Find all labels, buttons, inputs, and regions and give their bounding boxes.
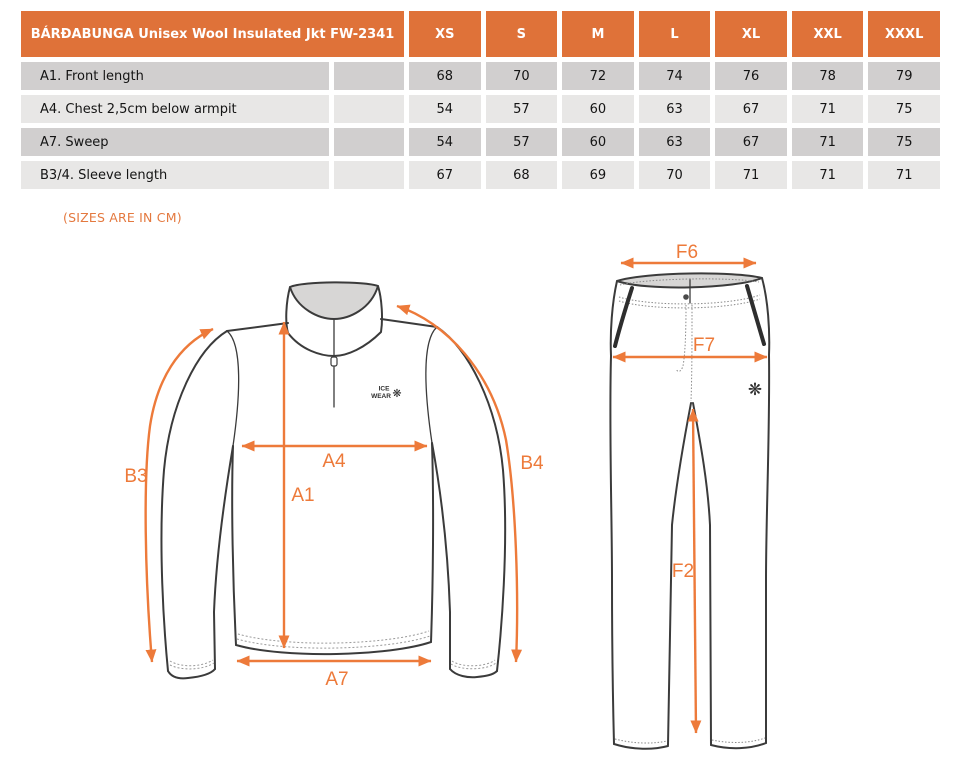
garment-measurement-diagram: ICE WEAR ❋ B3 B4 A4 A1 A7 [124, 242, 771, 750]
jacket-right-cuff [449, 668, 498, 679]
row-spacer [334, 95, 404, 123]
jacket-collar-top [289, 281, 379, 320]
jacket-right-sleeve-inner [431, 442, 451, 670]
value-cell: 71 [715, 161, 787, 189]
size-header-xxl: XXL [791, 11, 864, 57]
row-spacer [334, 128, 404, 156]
units-note: (SIZES ARE IN CM) [63, 210, 182, 225]
row-label-front-length: A1. Front length [21, 62, 329, 90]
pants-snowflake-icon: ❋ [748, 380, 762, 400]
value-cell: 57 [485, 128, 558, 156]
row-spacer [334, 62, 404, 90]
jacket-left-sleeve [160, 330, 228, 672]
size-table: BÁRÐABUNGA Unisex Wool Insulated Jkt FW-… [21, 11, 940, 189]
size-header-xl: XL [715, 11, 787, 57]
zipper-pull [330, 356, 338, 367]
row-label-sweep: A7. Sweep [21, 128, 329, 156]
f6-label: F6 [676, 242, 698, 263]
size-header-l: L [638, 11, 711, 57]
pants-button [683, 294, 689, 300]
value-cell: 57 [485, 95, 558, 123]
value-cell: 75 [868, 95, 940, 123]
f2-label: F2 [672, 561, 694, 582]
jacket-body-sides [231, 442, 435, 646]
value-cell: 54 [409, 128, 481, 156]
value-cell: 54 [409, 95, 481, 123]
pants-left-pocket [613, 286, 634, 348]
value-cell: 71 [791, 95, 864, 123]
value-cell: 76 [715, 62, 787, 90]
row-label-sleeve-length: B3/4. Sleeve length [21, 161, 329, 189]
table-title: BÁRÐABUNGA Unisex Wool Insulated Jkt FW-… [21, 11, 404, 57]
a4-label: A4 [322, 451, 346, 472]
a1-label: A1 [291, 485, 314, 506]
value-cell: 72 [562, 62, 634, 90]
value-cell: 79 [868, 62, 940, 90]
value-cell: 68 [409, 62, 481, 90]
value-cell: 67 [409, 161, 481, 189]
size-header-m: M [562, 11, 634, 57]
value-cell: 68 [485, 161, 558, 189]
value-cell: 70 [638, 161, 711, 189]
pants-right-pocket [745, 284, 766, 346]
jacket-right-cuff-stitching [450, 659, 497, 670]
jacket-shoulder-seams [226, 318, 438, 332]
pants-right-hem [710, 742, 767, 750]
jacket-right-sleeve [436, 326, 507, 672]
value-cell: 69 [562, 161, 634, 189]
pants-waist-sides [609, 277, 771, 357]
icewear-snowflake-icon: ❋ [392, 387, 401, 400]
icewear-logo-line2: WEAR [371, 393, 391, 400]
value-cell: 63 [638, 128, 711, 156]
value-cell: 67 [715, 128, 787, 156]
jacket-left-cuff [167, 668, 216, 680]
size-header-xs: XS [409, 11, 481, 57]
size-header-s: S [485, 11, 558, 57]
value-cell: 75 [868, 128, 940, 156]
b4-sleeve-arrow [396, 304, 523, 663]
value-cell: 71 [868, 161, 940, 189]
f2-inseam-arrow [687, 408, 702, 734]
value-cell: 60 [562, 95, 634, 123]
pants-fly-stitching [675, 304, 693, 402]
value-cell: 71 [791, 128, 864, 156]
size-header-xxxl: XXXL [868, 11, 940, 57]
value-cell: 67 [715, 95, 787, 123]
icewear-logo-line1: ICE [379, 386, 391, 393]
pants-hem-stitching [614, 737, 766, 744]
b3-sleeve-arrow [144, 327, 214, 663]
jacket-hem-stitching [236, 630, 431, 649]
a7-label: A7 [325, 669, 348, 690]
pants-drawing: ❋ F6 F7 F2 [609, 242, 771, 750]
row-spacer [334, 161, 404, 189]
jacket-left-sleeve-inner [213, 445, 234, 670]
value-cell: 60 [562, 128, 634, 156]
pants-waistband-stitching [618, 278, 761, 309]
value-cell: 71 [791, 161, 864, 189]
b4-label: B4 [520, 453, 544, 474]
jacket-raglan-seams [226, 326, 438, 447]
value-cell: 74 [638, 62, 711, 90]
value-cell: 70 [485, 62, 558, 90]
value-cell: 63 [638, 95, 711, 123]
value-cell: 78 [791, 62, 864, 90]
pants-right-leg-outer [764, 354, 771, 744]
pants-left-leg-outer [609, 355, 615, 745]
row-label-chest: A4. Chest 2,5cm below armpit [21, 95, 329, 123]
jacket-left-cuff-stitching [169, 659, 215, 670]
b3-label: B3 [124, 466, 147, 487]
pants-left-hem [613, 743, 669, 750]
jacket-drawing: ICE WEAR ❋ B3 B4 A4 A1 A7 [124, 281, 544, 690]
f7-label: F7 [693, 335, 715, 356]
